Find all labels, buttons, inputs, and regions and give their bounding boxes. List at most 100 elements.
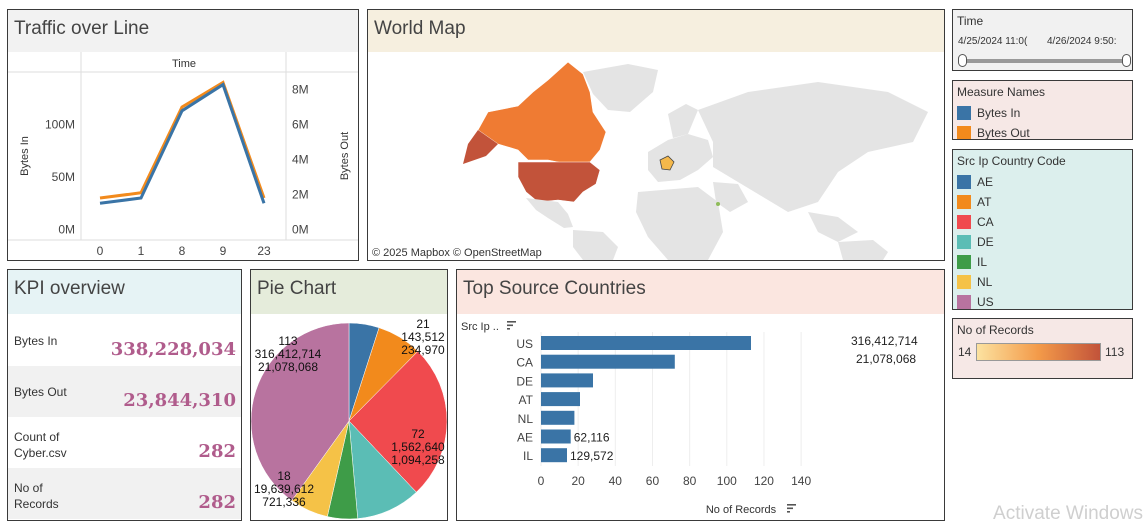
- kpi-label: Bytes In: [14, 334, 58, 348]
- pie-label-nl: 18: [277, 469, 291, 483]
- kpi-row-bytes-out: Bytes Out 23,844,310: [8, 366, 241, 417]
- map-netherlands[interactable]: [659, 155, 675, 171]
- pie-label-ca: 72: [411, 427, 425, 441]
- country-legend-label: IL: [977, 255, 988, 269]
- bar-x-tick: 140: [791, 474, 811, 488]
- bar-x-tick: 40: [609, 474, 623, 488]
- top-src-chart[interactable]: Src Ip .. US CA DE AT NL AE IL 0 20 40 60 80 100 120…: [457, 314, 944, 520]
- measure-legend-item[interactable]: Bytes Out: [953, 123, 1132, 140]
- time-slider-handle-end[interactable]: [1122, 54, 1131, 67]
- time-slider-track[interactable]: [961, 59, 1128, 63]
- pie-slice-us[interactable]: [251, 322, 350, 501]
- world-map[interactable]: © 2025 Mapbox © OpenStreetMap: [368, 52, 944, 260]
- bar-us[interactable]: [541, 336, 751, 350]
- traffic-ylabel-right: Bytes Out: [339, 132, 351, 180]
- bar-il[interactable]: [541, 448, 567, 463]
- bar-x-tick: 100: [717, 474, 737, 488]
- map-usa[interactable]: [517, 161, 601, 203]
- country-legend-title: Src Ip Country Code: [957, 154, 1066, 168]
- bar-ca[interactable]: [541, 354, 675, 369]
- map-se-asia[interactable]: [808, 212, 858, 242]
- time-filter-title: Time: [957, 14, 984, 28]
- bar-nl[interactable]: [541, 410, 575, 425]
- map-asia[interactable]: [698, 82, 928, 212]
- country-legend-item[interactable]: CA: [953, 212, 1132, 232]
- measure-legend-panel: Measure Names Bytes In Bytes Out: [952, 80, 1133, 140]
- map-europe[interactable]: [648, 134, 713, 182]
- kpi-panel: KPI overview Bytes In 338,228,034 Bytes …: [7, 269, 242, 521]
- bar-ae[interactable]: [541, 429, 571, 444]
- bar-at[interactable]: [541, 392, 580, 407]
- measure-legend-label: Bytes Out: [977, 126, 1030, 140]
- ae-bar-label: 62,116: [574, 431, 610, 445]
- measure-legend-title: Measure Names: [957, 85, 1046, 99]
- legend-swatch: [957, 195, 971, 209]
- bar-category-label: AE: [517, 431, 533, 445]
- pie-label-ae: 21: [416, 317, 430, 331]
- country-legend-item[interactable]: IL: [953, 252, 1132, 272]
- bar-de[interactable]: [541, 373, 593, 388]
- country-legend-label: AT: [977, 195, 992, 209]
- records-legend-min: 14: [958, 345, 972, 359]
- right-axis-tick: 8M: [292, 83, 309, 97]
- time-start: 4/25/2024 11:0(: [958, 36, 1028, 47]
- pie-label-us: 21,078,068: [258, 360, 318, 374]
- sort-icon[interactable]: [507, 321, 516, 330]
- records-legend-panel: No of Records 14 113: [952, 318, 1133, 379]
- bar-x-tick: 20: [571, 474, 585, 488]
- x-axis-tick: 9: [220, 244, 227, 258]
- x-axis-tick: 1: [138, 244, 145, 258]
- kpi-row-records: No of Records 282: [8, 468, 241, 519]
- bar-xlabel: No of Records: [706, 504, 777, 516]
- pie-panel: Pie Chart 21 143,512 234,970 72 1,562,640 1,0…: [250, 269, 448, 521]
- legend-swatch: [957, 215, 971, 229]
- map-canada[interactable]: [477, 61, 607, 165]
- map-mexico[interactable]: [526, 198, 573, 228]
- kpi-label: No of Records: [14, 481, 59, 511]
- left-axis-tick: 100M: [45, 118, 75, 132]
- map-alaska[interactable]: [463, 130, 498, 164]
- bar-x-tick: 0: [538, 474, 545, 488]
- kpi-label: Count of Cyber.csv: [14, 430, 67, 460]
- map-greenland[interactable]: [583, 64, 658, 112]
- left-axis-tick: 0M: [58, 223, 75, 237]
- records-legend-title: No of Records: [957, 323, 1034, 337]
- country-legend-item[interactable]: NL: [953, 272, 1132, 292]
- pie-label-ca: 1,562,640: [391, 440, 445, 454]
- bytes-in-line[interactable]: [99, 82, 266, 205]
- map-middle-east[interactable]: [713, 182, 748, 212]
- pie-label-nl: 721,336: [262, 495, 306, 509]
- worldmap-title: World Map: [368, 10, 944, 52]
- kpi-label: Bytes Out: [14, 385, 67, 399]
- sort-icon-x[interactable]: [787, 504, 796, 513]
- country-legend-item[interactable]: US: [953, 292, 1132, 309]
- country-legend-item[interactable]: AT: [953, 192, 1132, 212]
- pie-label-nl: 19,639,612: [254, 482, 314, 496]
- map-il-dot[interactable]: [716, 202, 720, 206]
- bar-category-label: DE: [516, 374, 533, 388]
- bar-category-label: IL: [523, 449, 533, 463]
- traffic-x-header: Time: [172, 58, 196, 70]
- country-legend-item[interactable]: DE: [953, 232, 1132, 252]
- traffic-title: Traffic over Line: [8, 10, 358, 52]
- pie-slice-ca[interactable]: [348, 350, 447, 493]
- map-south-america[interactable]: [573, 230, 618, 260]
- measure-legend-label: Bytes In: [977, 106, 1021, 120]
- time-slider-handle-start[interactable]: [958, 54, 967, 67]
- map-australia[interactable]: [838, 240, 888, 260]
- kpi-value: 338,228,034: [110, 339, 236, 360]
- top-src-panel: Top Source Countries Src Ip .. US CA DE AT N…: [456, 269, 945, 521]
- right-axis-tick: 6M: [292, 118, 309, 132]
- pie-label-ca: 1,094,258: [391, 453, 445, 467]
- measure-legend-item[interactable]: Bytes In: [953, 103, 1132, 123]
- country-legend-item[interactable]: AE: [953, 172, 1132, 192]
- map-africa[interactable]: [636, 187, 723, 260]
- time-end: 4/26/2024 9:50:: [1047, 36, 1117, 47]
- right-axis-tick: 0M: [292, 223, 309, 237]
- kpi-value: 23,844,310: [123, 390, 236, 411]
- legend-swatch: [957, 295, 971, 309]
- right-axis-tick: 4M: [292, 153, 309, 167]
- map-scandinavia[interactable]: [668, 104, 698, 138]
